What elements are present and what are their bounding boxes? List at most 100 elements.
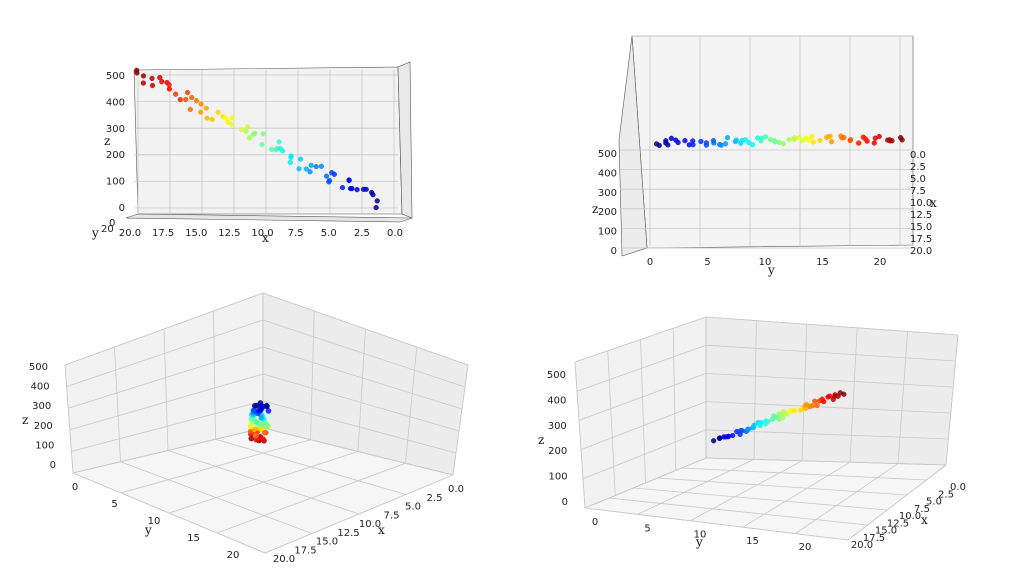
p3-z-tick-labels: 0 100 200 300 400 500: [29, 362, 56, 471]
p2-scatter-point: [665, 142, 671, 148]
gridline: [168, 451, 359, 514]
gridline: [681, 467, 927, 481]
p1-scatter-point: [287, 159, 293, 166]
p4-x-tick-label: 0.0: [950, 482, 966, 493]
p2-scatter-point: [847, 138, 853, 144]
p1-y-tick-label: 0: [109, 218, 115, 229]
gridline: [847, 464, 947, 541]
p1-x-tick-label: 15.0: [185, 228, 207, 239]
p2-z-tick-label: 500: [598, 149, 617, 160]
p1-scatter-points: [134, 67, 380, 211]
p4-scatter-point: [711, 438, 717, 444]
p1-z-tick-label: 200: [106, 150, 125, 161]
p1-x-tick-label: 0.0: [387, 228, 403, 239]
gridline: [264, 474, 454, 554]
p2-scatter-point: [876, 133, 882, 140]
p1-scatter-point: [308, 162, 314, 168]
p4-z-tick-label: 0: [562, 497, 568, 508]
p1-z-tick-label: 100: [106, 177, 125, 188]
p4-y-tick-label: 5: [644, 523, 650, 534]
p1-scatter-point: [296, 166, 302, 172]
p4-y-axis-label: y: [695, 535, 703, 549]
p4-panes: [574, 316, 959, 541]
p1-x-axis-label: x: [262, 231, 269, 245]
p2-scatter-point: [668, 135, 675, 141]
p1-x-tick-label: 20.0: [119, 228, 141, 239]
p2-scatter-point: [791, 137, 797, 143]
p1-scatter-point: [173, 91, 179, 97]
gridline: [657, 477, 907, 496]
p2-scatter-point: [898, 135, 904, 141]
p1-scatter-point: [297, 156, 304, 162]
p1-scatter-point: [349, 185, 355, 192]
p2-scatter-point: [690, 142, 696, 148]
panel-bottom-left: 0 5 10 15 20 0 100 200 300 400 500 0.0 2.5 5.0 7.510…: [22, 292, 469, 565]
p3-x-tick-label: 0.0: [448, 484, 464, 495]
p3-scatter-point: [251, 426, 258, 432]
p2-scatter-point: [722, 141, 729, 147]
p2-scatter-points: [654, 133, 905, 148]
p1-z-tick-label: 0: [119, 203, 125, 214]
p4-x-tick-label: 17.5: [863, 533, 885, 544]
p4-x-tick-label: 20.0: [851, 540, 873, 551]
gridline: [64, 364, 74, 474]
p1-scatter-point: [189, 95, 195, 101]
p3-y-tick-label: 5: [111, 499, 117, 510]
gridline: [405, 346, 418, 464]
p2-scatter-point: [817, 137, 823, 144]
p1-scatter-point: [140, 80, 146, 86]
gridline: [945, 334, 959, 466]
p1-scatter-point: [149, 75, 155, 82]
p4-z-tick-label: 200: [548, 446, 567, 457]
gridline: [609, 497, 868, 526]
gridline: [216, 462, 406, 534]
p1-scatter-point: [159, 79, 165, 85]
p3-scatter-point: [258, 406, 264, 413]
p4-scatter-point: [730, 432, 736, 439]
p1-scatter-point: [360, 186, 367, 192]
p1-gridlines: [134, 70, 398, 214]
p1-scatter-point: [229, 115, 235, 121]
p3-scatter-point: [264, 403, 270, 409]
gridline: [163, 328, 169, 451]
p2-scatter-point: [733, 137, 739, 143]
p3-x-tick-label: 10.0: [359, 519, 381, 530]
p3-z-tick-label: 100: [35, 440, 54, 451]
gridline: [71, 400, 264, 452]
p1-z-tick-labels: 0 100 200 300 400 500: [106, 71, 125, 214]
p2-scatter-point: [711, 140, 717, 146]
p1-scatter-point: [215, 109, 221, 115]
gridline: [637, 459, 755, 515]
p1-scatter-point: [259, 142, 265, 148]
p2-y-tick-label: 20: [874, 257, 887, 268]
p1-scatter-point: [346, 177, 352, 184]
p2-y-tick-labels: 0 5 10 15 20: [647, 257, 887, 268]
p1-z-axis-label: z: [104, 134, 110, 148]
p1-z-tick-label: 400: [106, 97, 125, 108]
gridline: [576, 344, 707, 392]
p1-scatter-point: [288, 153, 294, 159]
gridline: [578, 373, 707, 421]
p4-z-tick-label: 300: [548, 421, 567, 432]
p2-y-tick-label: 15: [816, 257, 829, 268]
p2-scatter-point: [809, 133, 815, 139]
p3-x-tick-label: 2.5: [427, 493, 443, 504]
p2-z-tick-label: 0: [611, 246, 617, 257]
p3-y-axis-label: y: [144, 523, 152, 537]
p2-scatter-point: [718, 142, 724, 148]
p1-scatter-point: [183, 96, 189, 103]
p2-scatter-point: [841, 134, 847, 141]
p3-scatter-point: [263, 420, 270, 427]
p3-z-tick-label: 400: [31, 382, 50, 393]
p4-y-tick-label: 15: [746, 536, 759, 547]
p4-scatter-point: [776, 411, 782, 417]
p2-scatter-point: [864, 138, 870, 144]
p1-scatter-point: [222, 115, 228, 121]
p1-scatter-point: [238, 126, 244, 133]
p3-scatter-points: [247, 400, 272, 444]
p2-z-tick-label: 100: [598, 227, 617, 238]
gridline: [753, 320, 757, 460]
p1-x-tick-labels: 20.0 17.5 15.0 12.5 10.0 7.5 5.0 2.5 0.0: [119, 228, 403, 239]
p3-x-tick-label: 15.0: [316, 537, 338, 548]
